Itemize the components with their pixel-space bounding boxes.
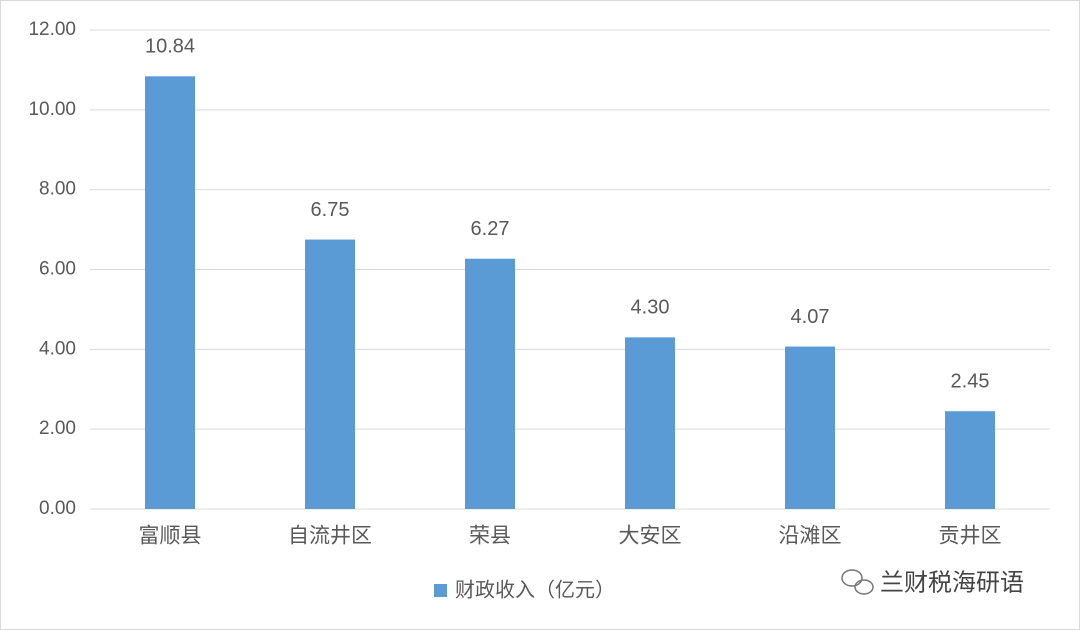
data-label: 4.30 bbox=[631, 297, 670, 319]
x-tick-label: 大安区 bbox=[619, 525, 682, 548]
data-label: 4.07 bbox=[791, 306, 830, 328]
y-tick-label: 0.00 bbox=[39, 498, 76, 519]
bar bbox=[305, 239, 355, 509]
data-label: 2.45 bbox=[951, 370, 990, 392]
y-tick-label: 4.00 bbox=[39, 338, 76, 359]
wechat-icon bbox=[841, 569, 874, 595]
bar bbox=[625, 337, 675, 509]
data-label: 6.27 bbox=[471, 218, 510, 240]
x-tick-label: 贡井区 bbox=[939, 525, 1002, 548]
legend-swatch bbox=[434, 584, 447, 597]
x-tick-label: 沿滩区 bbox=[779, 525, 842, 548]
y-tick-label: 2.00 bbox=[39, 418, 76, 439]
x-tick-label: 荣县 bbox=[469, 525, 511, 548]
bar bbox=[465, 258, 515, 509]
data-label: 10.84 bbox=[145, 36, 195, 58]
bar bbox=[145, 76, 195, 509]
y-tick-label: 10.00 bbox=[28, 99, 76, 120]
bar bbox=[945, 411, 995, 509]
data-label: 6.75 bbox=[311, 199, 350, 221]
bar bbox=[785, 346, 835, 509]
x-tick-label: 自流井区 bbox=[288, 525, 372, 548]
legend-label: 财政收入（亿元） bbox=[455, 578, 615, 601]
x-tick-label: 富顺县 bbox=[139, 525, 202, 548]
y-tick-label: 8.00 bbox=[39, 179, 76, 200]
watermark: 兰财税海研语 bbox=[880, 569, 1024, 596]
y-tick-label: 12.00 bbox=[28, 19, 76, 40]
y-tick-label: 6.00 bbox=[39, 259, 76, 280]
